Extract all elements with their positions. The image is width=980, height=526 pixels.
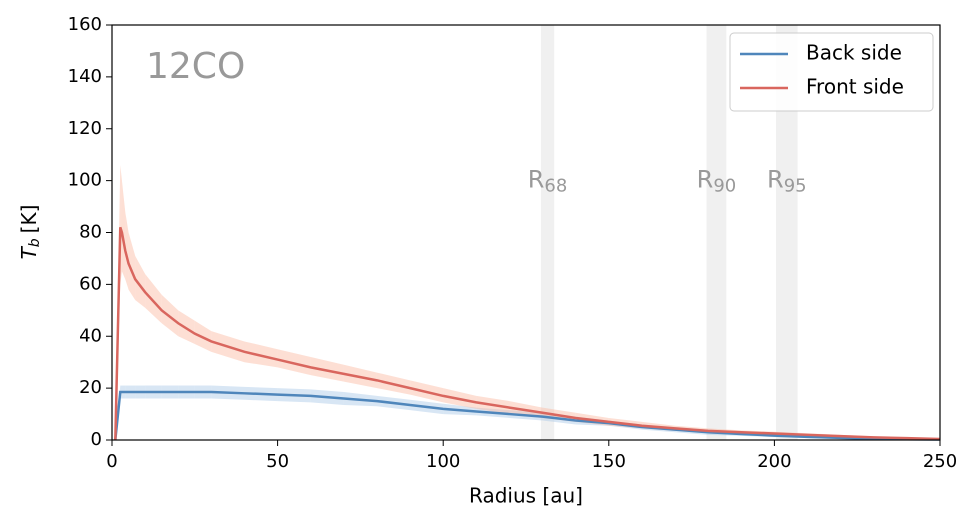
radius-span bbox=[706, 25, 727, 440]
x-tick-label: 200 bbox=[757, 451, 791, 472]
legend: Back side Front side bbox=[729, 32, 934, 112]
uncertainty-band bbox=[244, 341, 278, 368]
y-tick-label: 140 bbox=[68, 66, 102, 87]
annotation: 12CO bbox=[146, 46, 245, 87]
radius-label-main: R bbox=[767, 166, 784, 194]
x-tick-label: 150 bbox=[592, 451, 626, 472]
y-tick-label: 0 bbox=[91, 429, 102, 450]
y-tick-label: 100 bbox=[68, 170, 102, 191]
uncertainty-band bbox=[125, 211, 129, 290]
series-line bbox=[114, 226, 941, 441]
uncertainty-band bbox=[135, 255, 146, 308]
radius-span bbox=[540, 25, 555, 440]
uncertainty-band bbox=[310, 357, 344, 382]
y-axis-label: Tb [K] bbox=[17, 205, 44, 260]
radius-label-main: R bbox=[528, 166, 545, 194]
uncertainty-band bbox=[277, 349, 311, 376]
uncertainty-band bbox=[128, 232, 136, 300]
y-axis-unit: [K] bbox=[17, 205, 41, 234]
uncertainty-band bbox=[145, 274, 162, 324]
radius-label-main: R bbox=[697, 166, 714, 194]
radius-label-sub: 68 bbox=[544, 176, 567, 197]
y-tick-label: 120 bbox=[68, 118, 102, 139]
y-tick-label: 40 bbox=[79, 325, 102, 346]
radius-label-sub: 90 bbox=[713, 176, 736, 197]
plot-area: R68 R90 R95 bbox=[114, 25, 941, 441]
x-axis-label: Radius [au] bbox=[469, 484, 583, 508]
series-line bbox=[114, 390, 941, 441]
radius-label: R68 bbox=[528, 166, 568, 197]
x-tick-label: 100 bbox=[426, 451, 460, 472]
radius-label: R95 bbox=[767, 166, 807, 197]
legend-box bbox=[729, 32, 934, 112]
y-tick-label: 20 bbox=[79, 377, 102, 398]
y-tick-label: 80 bbox=[79, 222, 102, 243]
radius-label: R90 bbox=[697, 166, 737, 197]
y-tick-label: 160 bbox=[68, 14, 102, 35]
x-tick-label: 50 bbox=[266, 451, 289, 472]
y-axis-sub: b bbox=[27, 238, 43, 247]
legend-label: Back side bbox=[806, 41, 902, 65]
radius-label-sub: 95 bbox=[784, 176, 807, 197]
y-axis-symbol: T bbox=[17, 245, 41, 259]
x-tick-label: 250 bbox=[923, 451, 957, 472]
radius-span bbox=[776, 25, 798, 440]
uncertainty-band bbox=[121, 180, 126, 280]
x-tick-label: 0 bbox=[106, 451, 117, 472]
legend-label: Front side bbox=[806, 75, 904, 99]
y-tick-label: 60 bbox=[79, 273, 102, 294]
